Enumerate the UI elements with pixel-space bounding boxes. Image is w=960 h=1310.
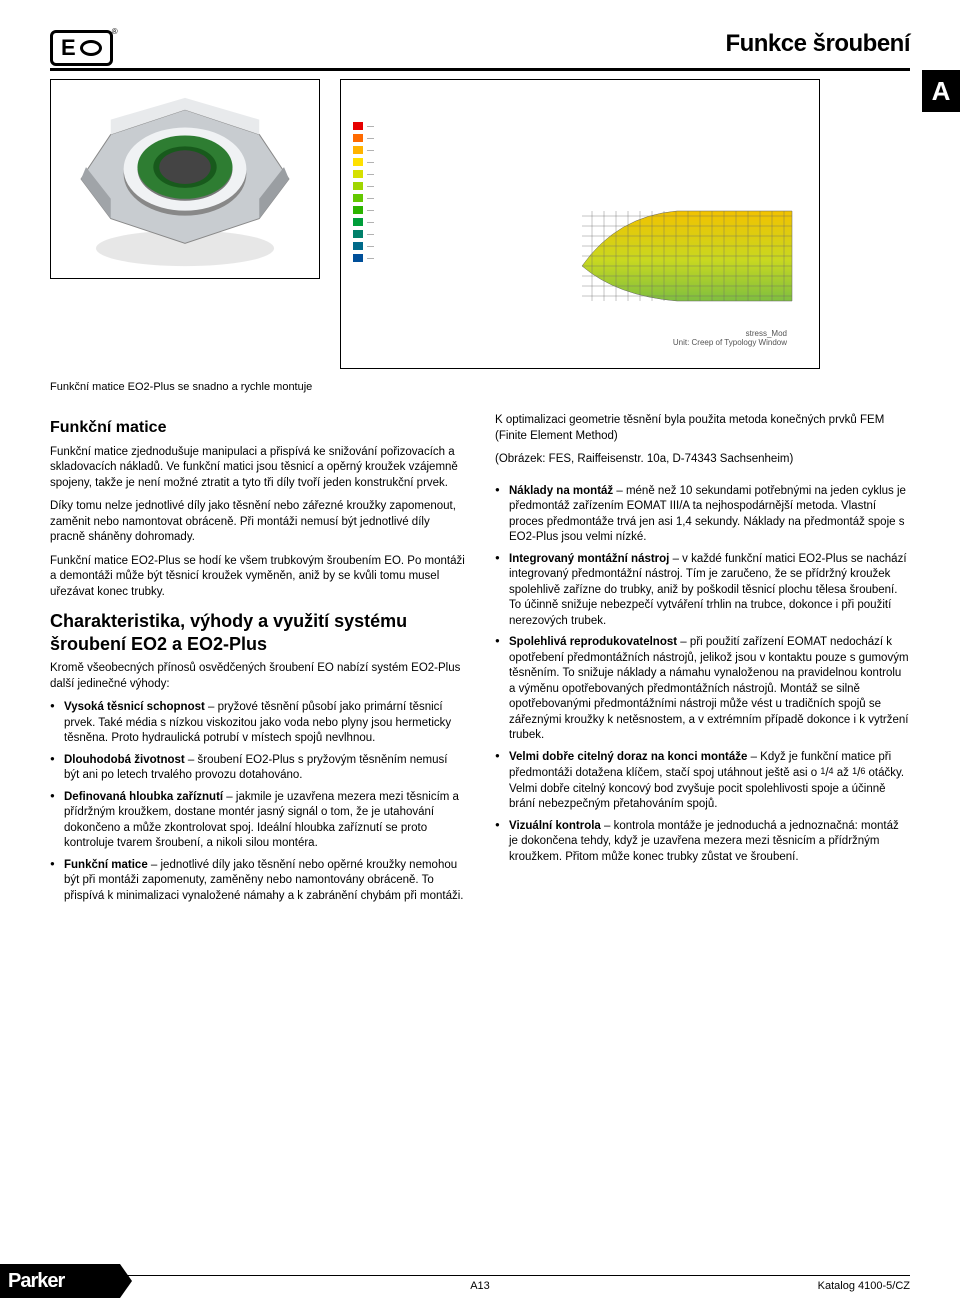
body-columns: Funkční matice Funkční matice zjednodušu…	[50, 413, 910, 912]
para-r2: (Obrázek: FES, Raiffeisenstr. 10a, D-743…	[495, 452, 910, 468]
legend-swatch: —	[353, 158, 443, 166]
legend-swatch: —	[353, 206, 443, 214]
figure-fem-chart: — — — — — — — — — — — —	[340, 79, 820, 369]
legend-swatch: —	[353, 218, 443, 226]
heading-charakteristika: Charakteristika, výhody a využití systém…	[50, 610, 465, 655]
bullet-item: Integrovaný montážní nástroj – v každé f…	[495, 552, 910, 630]
right-bullets: Náklady na montáž – méně než 10 sekundam…	[495, 484, 910, 866]
bullet-item: Vizuální kontrola – kontrola montáže je …	[495, 819, 910, 866]
legend-swatch: —	[353, 242, 443, 250]
legend-swatch: —	[353, 182, 443, 190]
registered-mark: ®	[112, 27, 118, 36]
para-l4: Kromě všeobecných přínosů osvědčených šr…	[50, 661, 465, 692]
bullet-item: Velmi dobře citelný doraz na konci montá…	[495, 750, 910, 813]
legend-swatch: —	[353, 230, 443, 238]
heading-funkcni-matice: Funkční matice	[50, 417, 465, 439]
para-l3: Funkční matice EO2-Plus se hodí ke všem …	[50, 554, 465, 601]
legend-swatch: —	[353, 170, 443, 178]
fem-caption-l2: Unit: Creep of Typology Window	[673, 338, 787, 348]
parker-logo-text: Parker	[8, 1270, 64, 1293]
para-l1: Funkční matice zjednodušuje manipulaci a…	[50, 445, 465, 492]
legend-swatch: —	[353, 146, 443, 154]
bullet-item: Dlouhodobá životnost – šroubení EO2-Plus…	[50, 753, 465, 784]
eo-logo: E ®	[50, 30, 113, 66]
para-r1: K optimalizaci geometrie těsnění byla po…	[495, 413, 910, 444]
footer: A13 Katalog 4100-5/CZ	[0, 1275, 960, 1292]
fem-caption: stress_Mod Unit: Creep of Typology Windo…	[673, 329, 787, 348]
legend-swatch: —	[353, 194, 443, 202]
logo-letter-o	[80, 40, 102, 56]
right-column: K optimalizaci geometrie těsnění byla po…	[495, 413, 910, 912]
parker-logo: Parker	[0, 1264, 120, 1298]
fem-caption-l1: stress_Mod	[673, 329, 787, 339]
page-number: A13	[337, 1280, 624, 1292]
nut-illustration	[51, 80, 319, 278]
catalog-ref: Katalog 4100-5/CZ	[623, 1280, 910, 1292]
bullet-item: Spolehlivá reprodukovatelnost – při použ…	[495, 635, 910, 744]
bullet-item: Vysoká těsnicí schopnost – pryžové těsně…	[50, 700, 465, 747]
legend-swatch: —	[353, 134, 443, 142]
section-tab: A	[922, 70, 960, 112]
figures-row: — — — — — — — — — — — —	[50, 79, 910, 369]
fem-mesh	[577, 186, 797, 316]
para-l2: Díky tomu nelze jednotlivé díly jako těs…	[50, 499, 465, 546]
figure-nut	[50, 79, 320, 279]
bullet-item: Náklady na montáž – méně než 10 sekundam…	[495, 484, 910, 546]
parker-logo-arrow	[120, 1264, 132, 1298]
left-column: Funkční matice Funkční matice zjednodušu…	[50, 413, 465, 912]
page-title: Funkce šroubení	[725, 30, 910, 58]
left-bullets: Vysoká těsnicí schopnost – pryžové těsně…	[50, 700, 465, 904]
bullet-item: Funkční matice – jednotlivé díly jako tě…	[50, 858, 465, 905]
figure1-caption: Funkční matice EO2-Plus se snadno a rych…	[50, 381, 910, 393]
bullet-item: Definovaná hloubka zaříznutí – jakmile j…	[50, 790, 465, 852]
legend-swatch: —	[353, 122, 443, 130]
logo-letter-e: E	[61, 35, 76, 61]
fem-legend: — — — — — — — — — — — —	[353, 92, 443, 356]
legend-swatch: —	[353, 254, 443, 262]
header: E ® Funkce šroubení	[50, 30, 910, 71]
